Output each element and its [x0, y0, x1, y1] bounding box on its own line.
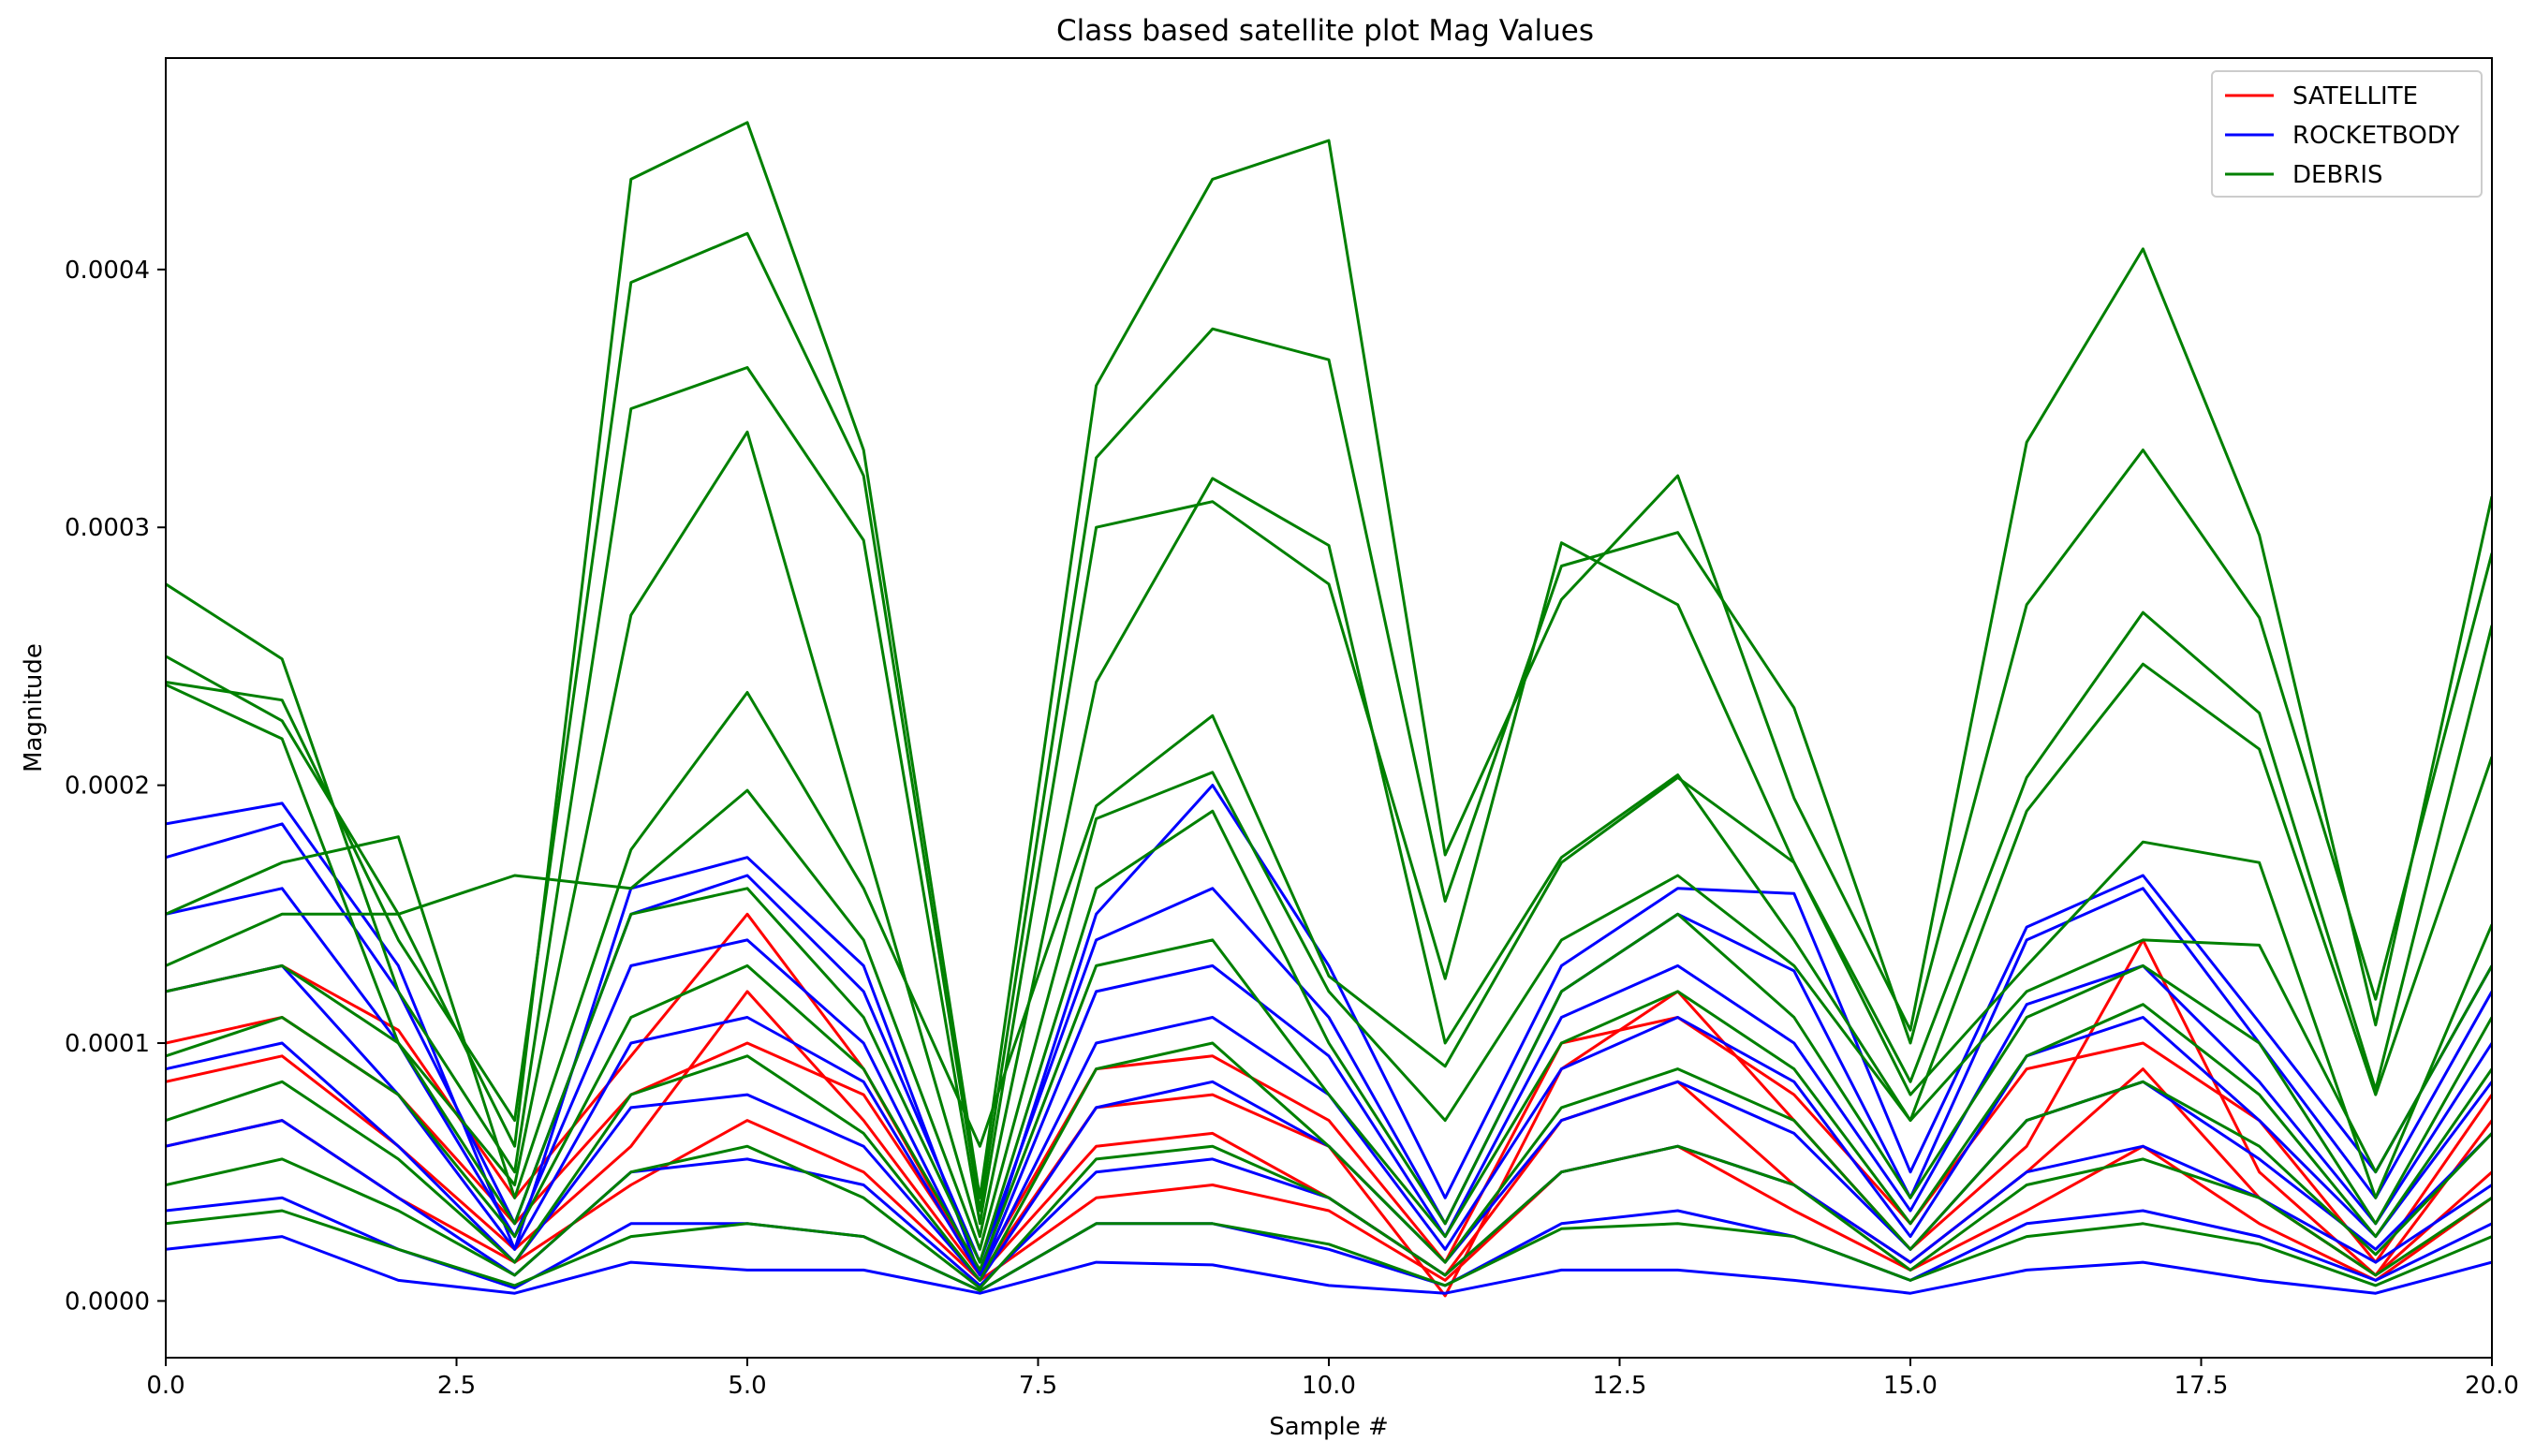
- series-line-debris-16: [166, 691, 2492, 1199]
- series-line-rocketbody-6: [166, 887, 2492, 1277]
- series-line-debris-19: [166, 938, 2492, 1272]
- legend: SATELLITE ROCKETBODY DEBRIS: [2211, 70, 2483, 198]
- series-line-satellite-0: [166, 912, 2492, 1298]
- y-tick-label: 0.0003: [65, 514, 150, 542]
- x-tick-label: 7.5: [1019, 1372, 1057, 1400]
- legend-label-satellite: SATELLITE: [2292, 82, 2418, 110]
- y-axis: 0.0000 0.0001 0.0002 0.0003 0.0004: [65, 257, 166, 1316]
- series-line-debris-14: [166, 366, 2492, 1226]
- x-axis-label: Sample #: [1269, 1413, 1389, 1441]
- series-layer: [166, 121, 2492, 1298]
- x-tick-label: 15.0: [1883, 1372, 1938, 1400]
- legend-label-debris: DEBRIS: [2292, 161, 2383, 189]
- chart-title: Class based satellite plot Mag Values: [1056, 14, 1594, 48]
- x-tick-label: 20.0: [2465, 1372, 2519, 1400]
- x-tick-label: 2.5: [437, 1372, 476, 1400]
- y-tick-label: 0.0002: [65, 772, 150, 801]
- x-tick-label: 0.0: [146, 1372, 184, 1400]
- x-tick-label: 17.5: [2174, 1372, 2229, 1400]
- series-line-rocketbody-4: [166, 784, 2492, 1277]
- series-line-rocketbody-11: [166, 1235, 2492, 1295]
- series-line-rocketbody-10: [166, 1196, 2492, 1292]
- legend-box: [2211, 70, 2483, 198]
- x-axis: 0.0 2.5 5.0 7.5 10.0 12.5 15.0 17.5 20.0: [146, 1358, 2519, 1400]
- series-line-satellite-1: [166, 990, 2492, 1277]
- y-tick-label: 0.0000: [65, 1287, 150, 1316]
- series-line-debris-17: [166, 771, 2492, 1251]
- series-line-debris-18: [166, 809, 2492, 1264]
- series-line-debris-20: [166, 1041, 2492, 1282]
- x-tick-label: 10.0: [1302, 1372, 1356, 1400]
- series-line-debris-15: [166, 430, 2492, 1239]
- x-tick-label: 5.0: [728, 1372, 766, 1400]
- y-tick-label: 0.0001: [65, 1030, 150, 1058]
- series-line-debris-21: [166, 1144, 2492, 1290]
- y-tick-label: 0.0004: [65, 257, 150, 285]
- x-tick-label: 12.5: [1593, 1372, 1647, 1400]
- y-axis-label: Magnitude: [20, 643, 48, 772]
- series-line-debris-22: [166, 1209, 2492, 1292]
- legend-label-rocketbody: ROCKETBODY: [2292, 122, 2459, 150]
- series-line-debris-12: [166, 231, 2492, 1213]
- series-line-debris-13: [166, 121, 2492, 1199]
